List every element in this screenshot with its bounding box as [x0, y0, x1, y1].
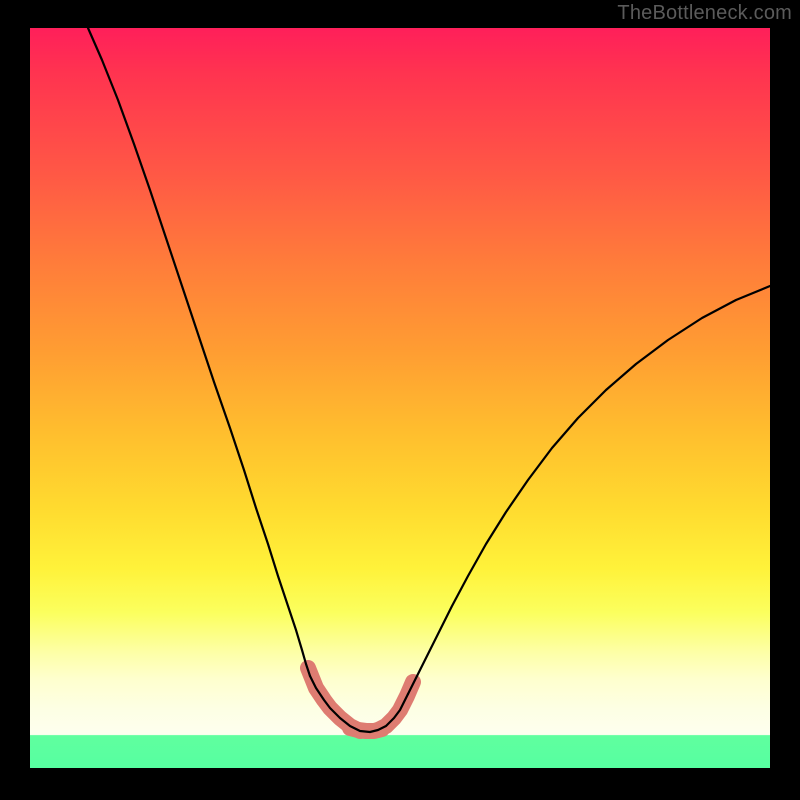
curve-left — [88, 28, 310, 676]
plot-area — [30, 28, 770, 768]
chart-container: TheBottleneck.com — [0, 0, 800, 800]
watermark-text: TheBottleneck.com — [617, 2, 792, 25]
curve-right — [408, 286, 770, 694]
valley-highlight-right — [378, 682, 413, 730]
curve-svg — [30, 28, 770, 768]
